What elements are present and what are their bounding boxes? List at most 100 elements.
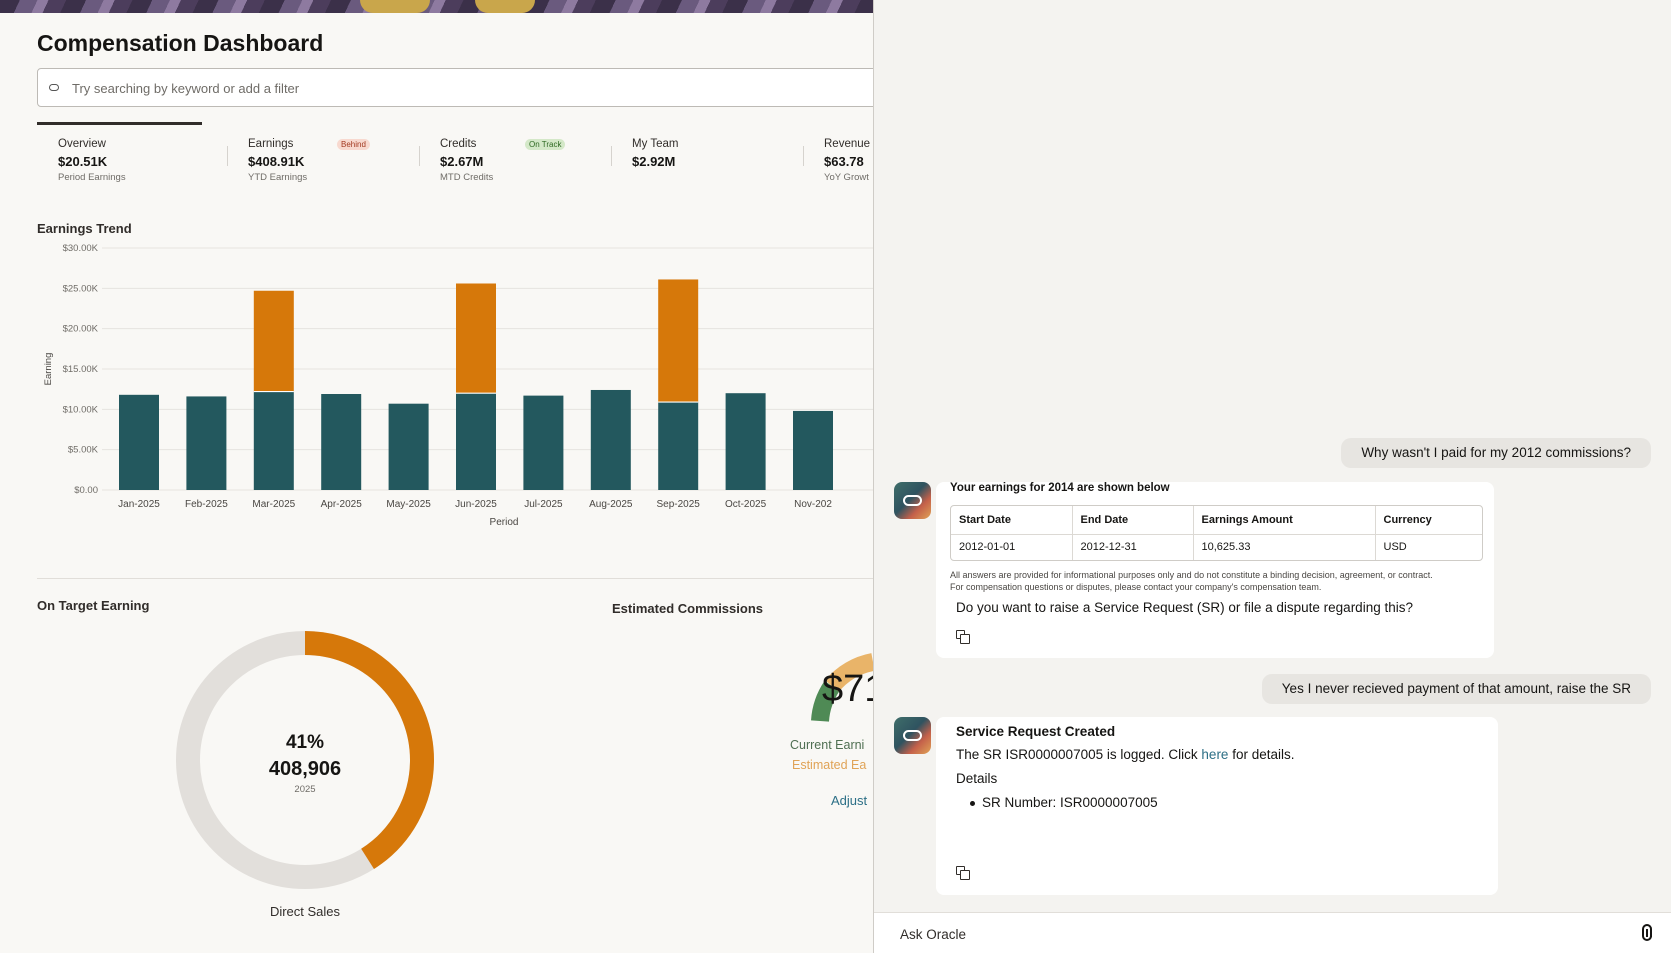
table-cell: USD (1383, 541, 1407, 554)
kpi-separator (611, 146, 612, 166)
commission-gauge (811, 653, 873, 722)
x-tick-label: Apr-2025 (321, 499, 363, 510)
sr-number: SR Number: ISR0000007005 (982, 795, 1158, 810)
adjust-link[interactable]: Adjust (831, 793, 868, 808)
bar-segment (523, 395, 564, 490)
details-label: Details (956, 771, 998, 786)
earnings-trend-chart: $0.00 $5.00K $10.00K $15.00K $20.00K $25.00K $… (43, 243, 873, 528)
y-tick-label: $30.00K (63, 243, 99, 254)
oracle-logo-icon (903, 495, 922, 506)
x-tick-label: Feb-2025 (185, 499, 228, 510)
kpi-sub: YTD Earnings (248, 172, 308, 183)
x-tick-label: Oct-2025 (725, 499, 767, 510)
ote-amount: 408,906 (268, 758, 342, 780)
ask-oracle-input[interactable] (900, 923, 1590, 945)
bar-segment (658, 279, 699, 403)
gauge-legend-current: Current Earni (790, 738, 865, 752)
estimated-commission-value: $71 (822, 668, 873, 710)
gauge-current-arc (811, 680, 840, 722)
kpi-sub: YoY Growt (824, 172, 869, 183)
paperclip-icon[interactable] (1642, 924, 1652, 941)
kpi-separator (227, 146, 228, 166)
bar-segment (119, 394, 159, 490)
assistant-avatar (894, 482, 931, 519)
chat-panel: Why wasn't I paid for my 2012 commission… (873, 0, 1671, 953)
ote-caption: Direct Sales (269, 904, 341, 919)
section-divider (37, 578, 873, 579)
estimated-commissions-title: Estimated Commissions (612, 601, 763, 616)
y-axis-label: Earning (43, 353, 54, 386)
ote-donut-chart (176, 631, 434, 889)
x-tick-label: Jun-2025 (455, 499, 497, 510)
x-tick-label: Jul-2025 (524, 499, 563, 510)
bullet-icon (970, 800, 975, 806)
message-text: Do you want to raise a Service Request (… (956, 600, 1413, 615)
y-tick-label: $20.00K (63, 324, 99, 335)
kpi-label: Revenue (824, 138, 871, 150)
x-tick-label: May-2025 (386, 499, 431, 510)
bar-segment (725, 393, 766, 490)
kpi-sub: Period Earnings (58, 172, 126, 183)
copy-icon[interactable] (956, 866, 970, 880)
bar-segment (253, 290, 294, 392)
user-message: Why wasn't I paid for my 2012 commission… (1341, 438, 1651, 468)
search-input[interactable] (72, 77, 852, 99)
bar-segment (186, 396, 227, 490)
x-tick-label: Jan-2025 (118, 499, 160, 510)
kpi-value: $2.67M (440, 154, 484, 169)
status-badge-on-track: On Track (525, 139, 566, 150)
oracle-logo-icon (903, 730, 922, 741)
x-tick-label: Mar-2025 (252, 499, 295, 510)
kpi-separator (419, 146, 420, 166)
column-header: Currency (1375, 506, 1482, 535)
compensation-dashboard: Compensation Dashboard Overview $20.51K … (0, 0, 873, 919)
message-heading: Service Request Created (956, 724, 1116, 739)
user-message: Yes I never recieved payment of that amo… (1261, 674, 1651, 704)
table-cell: 10,625.33 (1193, 534, 1376, 560)
kpi-tab-credits[interactable]: Credits On Track $2.67M MTD Credits (419, 138, 609, 188)
assistant-message-card: Your earnings for 2014 are shown below S… (936, 482, 1494, 658)
y-tick-label: $15.00K (63, 364, 99, 375)
bar-segment (793, 410, 833, 490)
bar-segment (388, 403, 429, 490)
kpi-value: $2.92M (632, 154, 676, 169)
x-tick-label: Nov-202 (794, 499, 832, 510)
assistant-message-card: Service Request Created The SR ISR000000… (936, 717, 1498, 895)
search-box[interactable] (37, 68, 873, 107)
message-text-part: for details. (1232, 747, 1295, 762)
ote-title: On Target Earning (37, 598, 150, 613)
kpi-tab-revenue[interactable]: Revenue $63.78 YoY Growt (803, 138, 873, 188)
kpi-tab-overview[interactable]: Overview $20.51K Period Earnings (37, 138, 227, 188)
disclaimer-line: For compensation questions or disputes, … (950, 582, 1322, 592)
column-header: Start Date (951, 506, 1073, 535)
message-text: The SR ISR0000007005 is logged. Click he… (956, 747, 1295, 762)
kpi-label: My Team (632, 138, 679, 150)
copy-icon[interactable] (956, 630, 970, 644)
kpi-tab-earnings[interactable]: Earnings Behind $408.91K YTD Earnings (227, 138, 417, 188)
kpi-tabs: Overview $20.51K Period Earnings Earning… (37, 122, 873, 194)
message-text-part: The SR ISR0000007005 is logged. Click (956, 747, 1198, 762)
x-tick-label: Aug-2025 (589, 499, 633, 510)
kpi-label: Credits (440, 138, 477, 150)
kpi-tab-my-team[interactable]: My Team $2.92M (611, 138, 801, 188)
x-axis-label: Period (490, 517, 519, 528)
disclaimer-line: All answers are provided for information… (950, 570, 1433, 580)
bar-segment (253, 391, 294, 490)
gauge-legend-estimated: Estimated Ea (792, 758, 867, 772)
header-banner-image (0, 0, 873, 13)
donut-progress-arc (176, 631, 434, 889)
assistant-avatar (894, 717, 931, 754)
bar-segment (456, 283, 496, 394)
message-heading: Your earnings for 2014 are shown below (950, 482, 1170, 494)
bar-segment (590, 389, 631, 490)
earnings-table-wrapper: Start Date End Date Earnings Amount Curr… (950, 505, 1483, 561)
y-tick-label: $5.00K (68, 445, 99, 456)
bar-segment (456, 393, 496, 490)
gauge-estimated-arc (825, 653, 873, 693)
list-item: SR Number: ISR0000007005 (970, 795, 1158, 810)
details-link[interactable]: here (1201, 747, 1229, 762)
earnings-table: Start Date End Date Earnings Amount Curr… (951, 506, 1482, 560)
kpi-value: $20.51K (58, 154, 108, 169)
kpi-value: $63.78 (824, 154, 864, 169)
